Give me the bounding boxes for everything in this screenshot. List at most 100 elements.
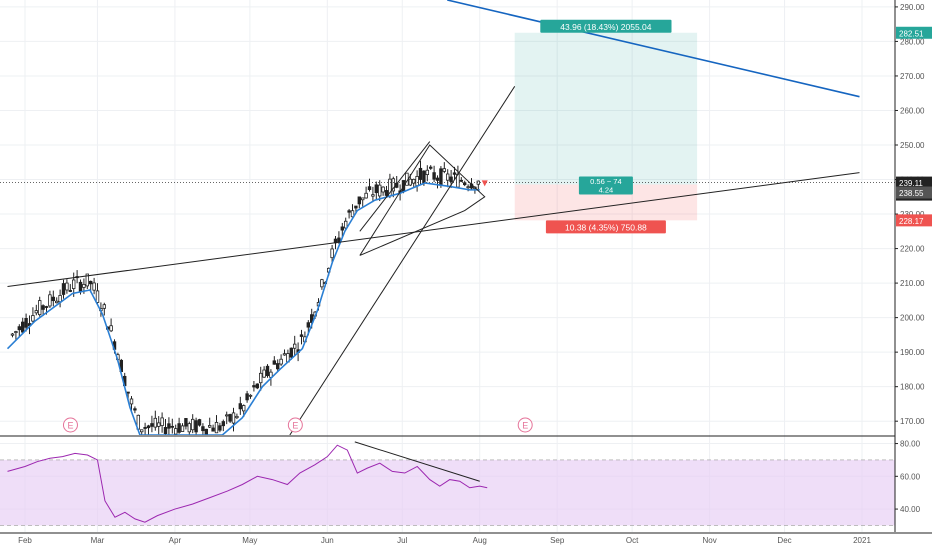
candle (85, 273, 90, 290)
earnings-letter: E (292, 421, 298, 431)
candle-body (446, 173, 450, 181)
candle (208, 417, 212, 429)
candle-body (153, 417, 158, 428)
candle-body (255, 383, 260, 389)
time-tick-label: 2021 (853, 536, 871, 545)
rsi-line (7, 444, 488, 523)
trendline (447, 0, 860, 98)
main-pane: 43.96 (18.43%) 2055.04 10.38 (4.35%) 750.… (0, 0, 895, 435)
entry-price-badge-text: 238.55 (899, 189, 924, 198)
candle (265, 364, 270, 378)
ratio-label-line1: 0.56 ~ 74 (590, 177, 622, 186)
candle-body (194, 420, 198, 433)
time-tick-label: Dec (777, 536, 791, 545)
candle (92, 277, 96, 295)
candle-body (391, 178, 396, 192)
candle (68, 284, 73, 293)
earnings-letter: E (522, 421, 528, 431)
candle (361, 197, 365, 207)
candle-body (262, 369, 266, 378)
candle (143, 422, 147, 435)
trendline (289, 86, 516, 435)
candle-body (228, 414, 232, 422)
candle-body (68, 290, 73, 292)
candle-body (95, 290, 100, 303)
candle-body (340, 226, 345, 231)
candle (170, 418, 175, 434)
candles (10, 160, 481, 435)
rsi-tick-label: 60.00 (900, 472, 921, 481)
candle (51, 290, 56, 307)
candle-body (184, 418, 188, 427)
current-price-badge: 239.11 (896, 176, 932, 189)
price-tick-label: 270.00 (900, 72, 925, 81)
candle (456, 165, 460, 189)
candle (235, 413, 239, 420)
candle-body (150, 423, 154, 427)
candle (10, 332, 15, 338)
candle (371, 186, 375, 203)
candle (160, 412, 164, 433)
rsi-band (0, 459, 895, 526)
candle-body (408, 178, 413, 186)
candle-body (384, 190, 389, 196)
candle (197, 418, 202, 427)
earnings-circle (287, 417, 303, 433)
candle (350, 204, 355, 218)
candle-body (24, 318, 28, 328)
candle (452, 166, 457, 180)
candle (418, 160, 423, 186)
price-tick-label: 200.00 (900, 314, 925, 323)
candle-body (204, 428, 209, 435)
candle (293, 335, 297, 356)
candle (95, 283, 100, 305)
stop-price-badge: 228.17 (896, 214, 932, 227)
candle (282, 349, 287, 356)
time-tick-label: Jul (397, 536, 407, 545)
candle (367, 178, 372, 192)
candle-body (449, 176, 453, 182)
candle-body (225, 414, 229, 417)
candle (412, 178, 416, 188)
candle (378, 180, 382, 202)
rsi-pane (0, 441, 895, 526)
candle-body (55, 300, 59, 304)
candle-body (143, 427, 147, 429)
price-tick-label: 220.00 (900, 245, 925, 254)
candle-body (65, 282, 69, 291)
candle-body (89, 280, 93, 285)
candle-body (82, 284, 86, 288)
candle (228, 413, 232, 424)
grid (0, 0, 895, 532)
target-label: 43.96 (18.43%) 2055.04 (540, 19, 672, 33)
candle-body (310, 314, 314, 323)
candle (214, 415, 219, 434)
candle-body (167, 423, 171, 429)
candle (177, 417, 181, 434)
candle (55, 297, 59, 304)
candle (354, 205, 358, 212)
candle (150, 415, 154, 433)
candle (163, 419, 168, 435)
candle (174, 424, 178, 435)
candle (129, 396, 134, 412)
rsi-tick-label: 40.00 (900, 505, 921, 514)
candle (384, 185, 389, 198)
candle-body (146, 425, 151, 429)
candle (167, 417, 171, 435)
candle-body (279, 358, 283, 365)
trendline (359, 144, 486, 256)
candle-body (425, 169, 430, 176)
target-label-bg (540, 19, 672, 33)
candle (211, 424, 215, 432)
time-tick-label: Nov (702, 536, 716, 545)
earnings-circle (517, 417, 533, 433)
candle (425, 165, 430, 182)
candle-body (306, 322, 311, 328)
candle (140, 429, 144, 435)
target-price-badge-text: 282.51 (899, 29, 924, 38)
candle (432, 165, 436, 183)
candle (252, 380, 256, 392)
